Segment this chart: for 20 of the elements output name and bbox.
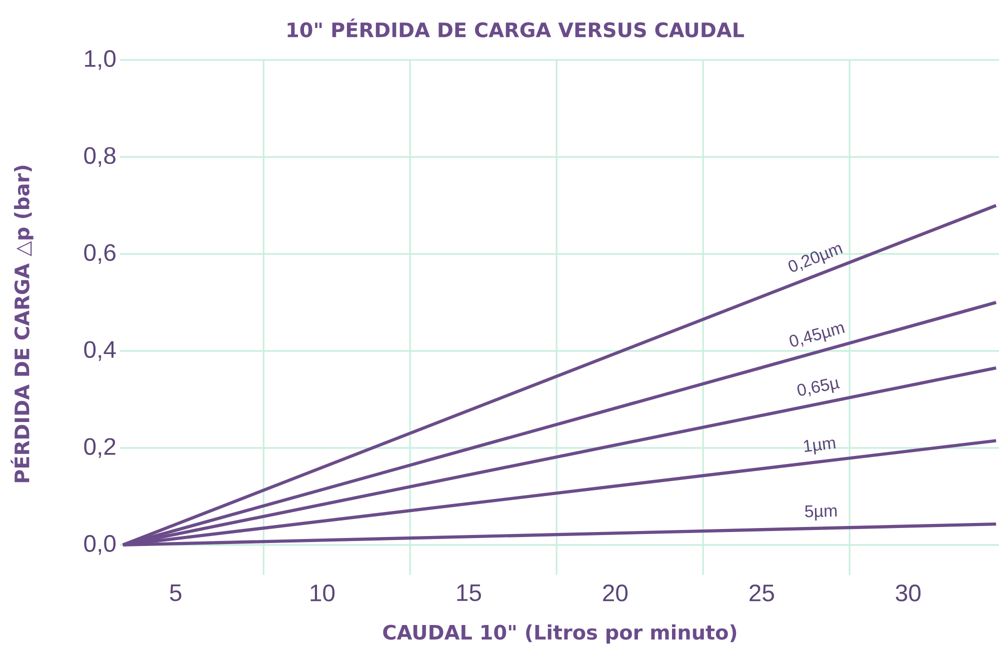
y-tick-label: 0,6: [84, 244, 116, 264]
x-tick-label: 15: [457, 584, 481, 602]
text: 0,45µm: [790, 324, 845, 347]
y-tick-label: 0,0: [84, 535, 116, 555]
text: 0,20µm: [788, 245, 843, 272]
y-tick-label: 0,4: [84, 341, 116, 361]
y-tick-label: 0,8: [84, 147, 116, 167]
x-tick-label: 30: [896, 584, 921, 602]
text: 1µm: [804, 440, 836, 454]
x-axis-title: CAUDAL 10" (Litros por minuto): [383, 624, 736, 644]
series-label: 5µm: [805, 505, 837, 520]
x-tick-label: 25: [750, 584, 774, 602]
x-tick-label: 5: [170, 584, 182, 602]
x-tick-label: 10: [310, 584, 335, 602]
y-axis-title: PÉRDIDA DE CARGA △p (bar): [10, 166, 34, 482]
text: 0,65µ: [797, 378, 840, 396]
chart-title: 10" PÉRDIDA DE CARGA VERSUS CAUDAL: [288, 18, 744, 38]
x-tick-label: 20: [603, 584, 628, 602]
y-tick-label: 1,0: [85, 50, 116, 70]
y-tick-label: 0,2: [84, 438, 116, 458]
